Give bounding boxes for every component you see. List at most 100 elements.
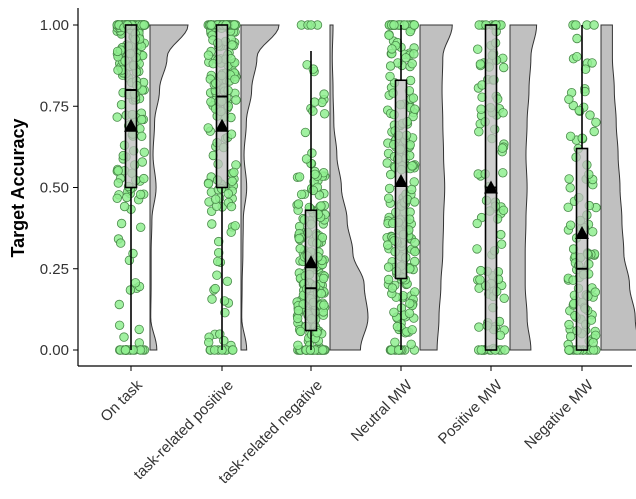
data-point [390, 337, 400, 348]
data-point [587, 58, 597, 68]
data-point [135, 189, 146, 200]
data-point [295, 243, 305, 254]
data-point [122, 192, 132, 203]
data-point [565, 131, 576, 142]
data-point [401, 53, 411, 63]
data-point [499, 62, 509, 73]
data-point [498, 168, 508, 178]
data-point [565, 183, 575, 193]
data-point [474, 322, 484, 332]
data-point [499, 293, 509, 304]
x-tick-label: Negative MW [521, 376, 597, 452]
data-point [294, 233, 304, 244]
data-point [474, 126, 484, 137]
mean-marker [394, 174, 408, 187]
data-point [497, 143, 508, 153]
data-point [223, 188, 234, 199]
data-point [295, 326, 306, 337]
data-point [407, 59, 417, 69]
data-point [409, 49, 419, 59]
density-clouds [149, 24, 636, 351]
data-point [115, 238, 126, 248]
x-tick-label: Positive MW [435, 376, 507, 448]
data-point [408, 93, 419, 103]
data-point [585, 110, 595, 120]
data-point [586, 315, 597, 325]
data-point [386, 169, 396, 180]
data-point [572, 33, 582, 44]
data-point [293, 340, 303, 351]
data-point [112, 46, 123, 57]
data-point [222, 276, 233, 287]
data-point [590, 287, 601, 297]
data-point [307, 148, 317, 158]
data-point [203, 50, 214, 60]
data-point [384, 183, 395, 194]
data-point [213, 236, 224, 247]
data-point [310, 169, 320, 180]
data-point [136, 114, 147, 125]
data-point [212, 270, 222, 280]
y-axis-title: Target Accuracy [8, 118, 28, 257]
data-point [472, 218, 482, 229]
data-point [226, 201, 237, 212]
data-point [207, 219, 217, 229]
data-point [293, 313, 303, 324]
data-point [203, 337, 214, 348]
data-point [212, 256, 223, 267]
data-point [409, 20, 419, 30]
data-point [475, 59, 486, 69]
y-tick-label: 1.00 [40, 17, 69, 34]
data-point [588, 337, 598, 348]
box [304, 209, 318, 332]
data-point [564, 174, 574, 184]
data-point [473, 44, 483, 54]
data-point [410, 287, 420, 297]
data-point [319, 300, 329, 310]
data-point [384, 193, 394, 203]
data-point [296, 189, 307, 200]
data-point [476, 104, 486, 114]
data-point [130, 278, 141, 288]
data-point [383, 274, 394, 285]
y-tick-label: 0.25 [40, 261, 69, 278]
data-point [500, 345, 510, 355]
data-point [319, 109, 330, 119]
data-point [231, 95, 241, 105]
data-point [203, 123, 213, 133]
data-point [230, 221, 240, 231]
density-cloud [240, 24, 280, 351]
data-point [407, 184, 417, 195]
box-plots [124, 24, 589, 351]
data-point [294, 172, 305, 182]
mean-marker [124, 118, 138, 132]
density-cloud [509, 24, 538, 351]
data-point [316, 201, 326, 211]
y-tick-label: 0.00 [40, 342, 69, 359]
mean-marker [215, 118, 229, 132]
data-point [387, 283, 398, 293]
data-point [114, 299, 125, 310]
data-point [405, 298, 415, 309]
x-tick-label: task-related positive [130, 377, 236, 483]
data-point [476, 345, 487, 355]
data-point [472, 244, 482, 254]
data-point [210, 283, 220, 294]
data-point [389, 307, 399, 318]
data-point [384, 30, 394, 40]
data-point [589, 20, 599, 30]
data-point [113, 165, 123, 176]
data-point [563, 202, 573, 213]
data-point [407, 161, 417, 171]
data-point [383, 262, 394, 272]
data-point [588, 227, 598, 237]
mean-marker [484, 180, 498, 194]
data-point [293, 199, 304, 209]
data-point [227, 40, 237, 50]
data-point [589, 126, 599, 137]
data-point [591, 117, 601, 128]
data-point [476, 265, 486, 276]
data-point [128, 248, 138, 259]
data-point [405, 75, 416, 86]
